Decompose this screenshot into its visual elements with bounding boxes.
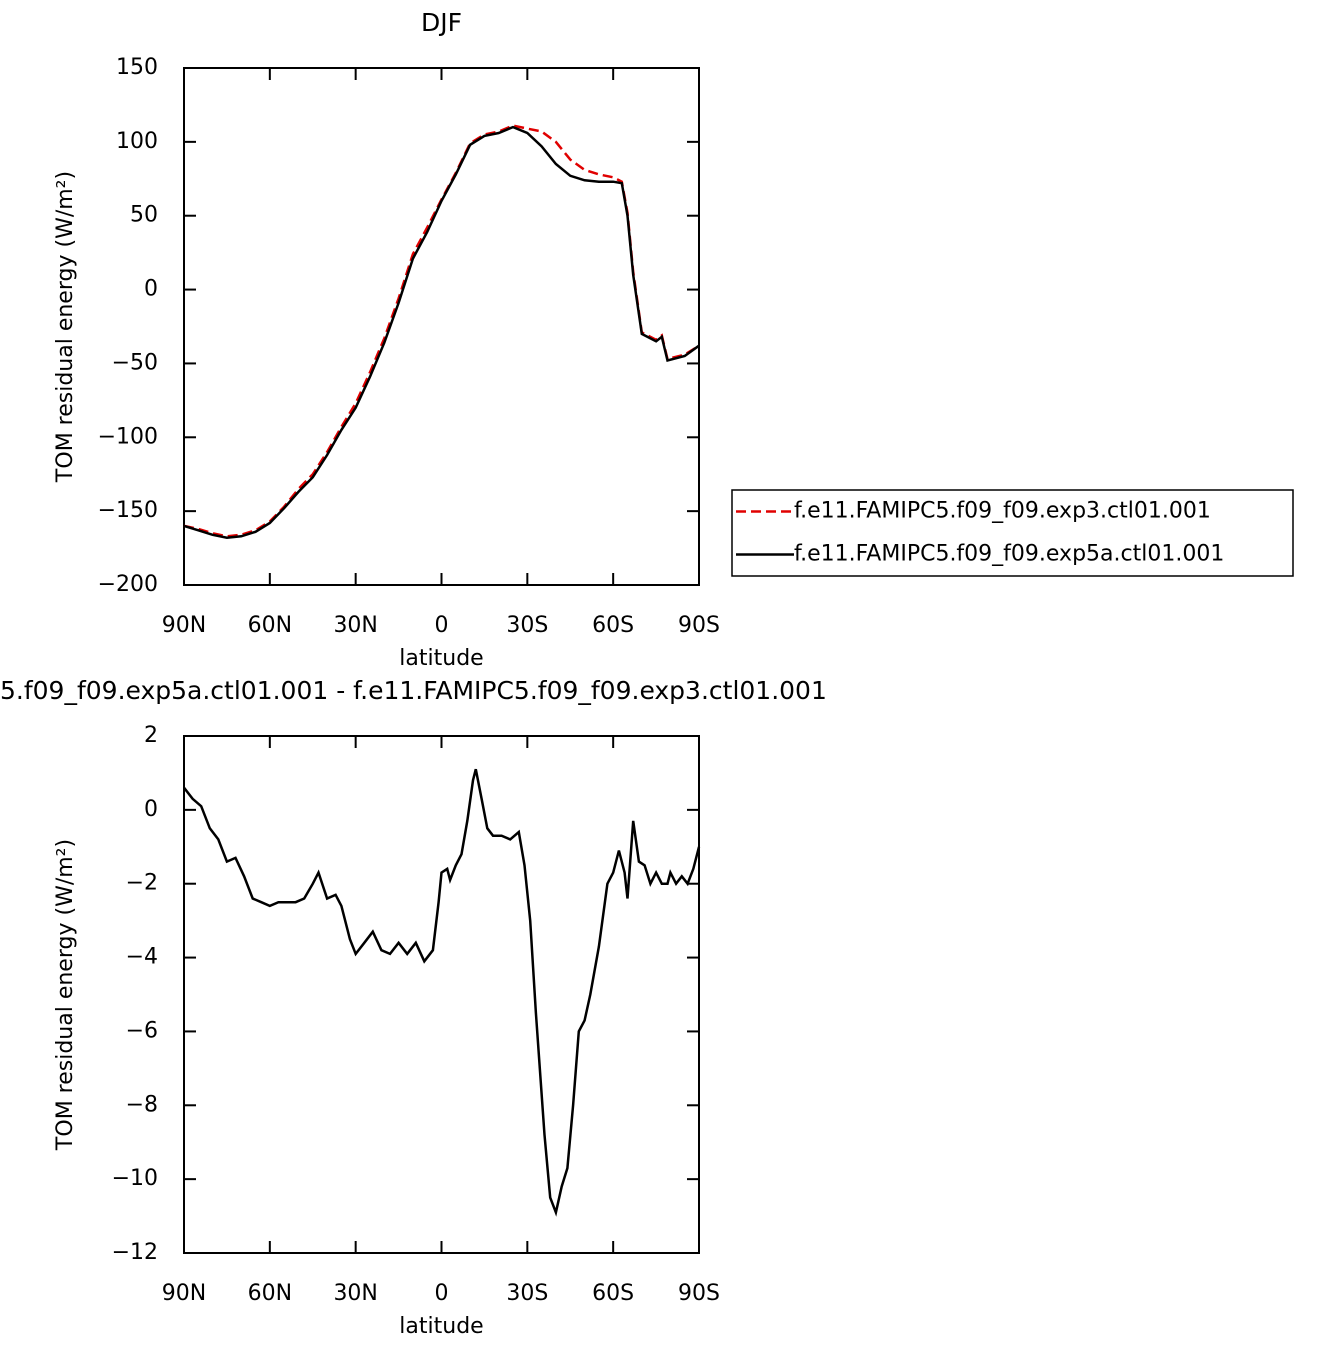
y-tick-label: −10 [112,1166,158,1191]
chart-title: DJF [421,8,462,37]
legend-label: f.e11.FAMIPC5.f09_f09.exp3.ctl01.001 [794,499,1211,524]
plot-frame [183,67,700,586]
y-tick-label: −2 [126,871,158,896]
x-tick-label: 30N [333,1281,377,1306]
y-tick-label: −100 [98,424,158,449]
x-tick-label: 30N [333,613,377,638]
y-axis-label: TOM residual energy (W/m²) [53,839,78,1151]
x-axis-label: latitude [399,646,483,671]
x-tick-label: 90N [162,1281,206,1306]
chart-title: 5.f09_f09.exp5a.ctl01.001 - f.e11.FAMIPC… [0,676,827,705]
x-tick-label: 0 [435,1281,449,1306]
y-tick-label: −150 [98,498,158,523]
x-tick-label: 60N [248,613,292,638]
y-tick-label: 50 [130,203,158,228]
y-tick-label: −6 [126,1018,158,1043]
x-tick-label: 90S [678,613,720,638]
x-axis-label: latitude [399,1314,483,1339]
y-axis-label: TOM residual energy (W/m²) [53,171,78,483]
x-tick-label: 90S [678,1281,720,1306]
x-tick-label: 60N [248,1281,292,1306]
y-tick-label: 0 [144,797,158,822]
x-tick-label: 60S [592,1281,634,1306]
legend-label: f.e11.FAMIPC5.f09_f09.exp5a.ctl01.001 [794,542,1224,567]
x-tick-label: 30S [506,1281,548,1306]
y-tick-label: −200 [98,572,158,597]
legend-box [731,489,1294,577]
data-line [183,125,700,539]
y-tick-label: 150 [116,55,158,80]
y-tick-label: 2 [144,723,158,748]
y-tick-label: −12 [112,1240,158,1265]
y-tick-label: 0 [144,277,158,302]
x-tick-label: 90N [162,613,206,638]
x-tick-label: 60S [592,613,634,638]
x-tick-label: 30S [506,613,548,638]
data-line [183,768,701,1217]
x-tick-label: 0 [435,613,449,638]
y-tick-label: 100 [116,129,158,154]
y-tick-label: −4 [126,945,158,970]
y-tick-label: −8 [126,1092,158,1117]
plot-frame [183,735,700,1254]
y-tick-label: −50 [112,350,158,375]
